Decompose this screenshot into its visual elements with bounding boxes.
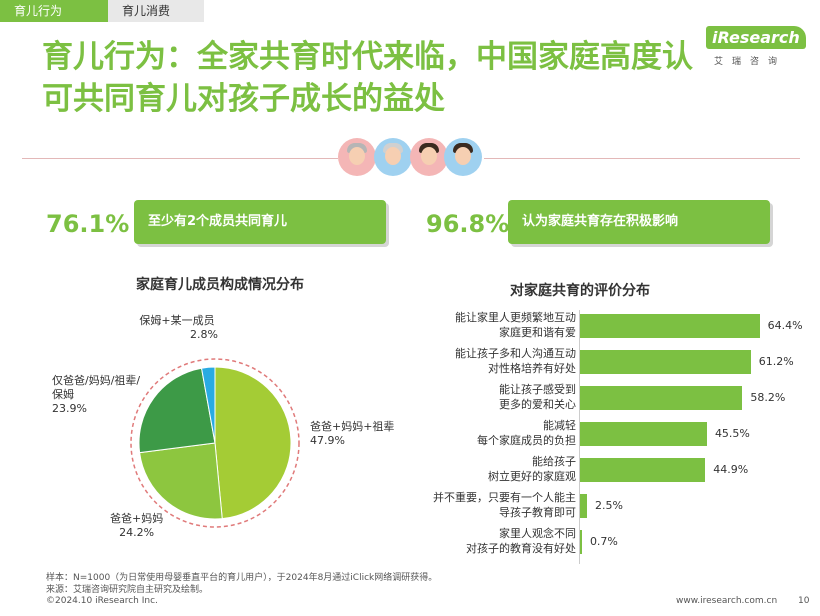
- stat-value-co-parenting: 76.1%: [46, 210, 130, 238]
- bar-value-label: 64.4%: [767, 319, 803, 332]
- footnote-sample: 样本：N=1000（为日常使用母婴垂直平台的育儿用户），于2024年8月通过iC…: [46, 573, 438, 583]
- bar-value-label: 2.5%: [594, 499, 623, 512]
- grandpa-avatar-icon: [374, 138, 412, 176]
- tab-parenting-consumption[interactable]: 育儿消费: [108, 0, 204, 22]
- family-avatars: [338, 138, 482, 178]
- pie-chart: [130, 358, 300, 528]
- bar-chart-title: 对家庭共育的评价分布: [510, 283, 650, 299]
- tab-parenting-behavior[interactable]: 育儿行为: [0, 0, 108, 22]
- bar-row: 能减轻 每个家庭成员的负担 45.5%: [420, 418, 800, 450]
- iresearch-logo: iResearch 艾瑞咨询: [706, 26, 806, 67]
- bar-row: 并不重要，只要有一个人能主 导孩子教育即可 2.5%: [420, 490, 800, 522]
- pie-label-single-caregiver: 仅爸爸/妈妈/祖辈/保姆 23.9%: [52, 374, 141, 415]
- pie-label-parents-grandparents: 爸爸+妈妈+祖辈 47.9%: [310, 420, 395, 447]
- logo-main-text: iResearch: [706, 26, 806, 49]
- bar-category-label: 能让家里人更频繁地互动 家庭更和谐有爱: [455, 311, 576, 339]
- logo-sub-text: 艾瑞咨询: [714, 57, 787, 67]
- pie-slice-parents: [139, 442, 223, 520]
- footnote-source: 来源：艾瑞咨询研究院自主研究及绘制。: [46, 585, 209, 595]
- bar-category-label: 家里人观念不同 对孩子的教育没有好处: [466, 527, 576, 555]
- bar-category-label: 能让孩子感受到 更多的爱和关心: [499, 383, 576, 411]
- bar-category-label: 能减轻 每个家庭成员的负担: [477, 419, 576, 447]
- mom-avatar-icon: [410, 138, 448, 176]
- bar: [580, 386, 743, 410]
- pie-slice-parents-grandparents: [214, 366, 292, 520]
- bar: [580, 350, 751, 374]
- pie-highlight-ring: [130, 358, 300, 528]
- pie-label-nanny: 保姆+某一成员 2.8%: [139, 314, 218, 341]
- bar-row: 能给孩子 树立更好的家庭观 44.9%: [420, 454, 800, 486]
- bar-value-label: 0.7%: [589, 535, 618, 548]
- divider-right: [484, 158, 800, 159]
- bar-chart: 能让家里人更频繁地互动 家庭更和谐有爱 64.4% 能让孩子多和人沟通互动 对性格培养有…: [420, 310, 803, 564]
- bar-value-label: 45.5%: [714, 427, 750, 440]
- bar-row: 家里人观念不同 对孩子的教育没有好处 0.7%: [420, 526, 800, 558]
- copyright: ©2024.10 iResearch Inc.: [46, 596, 158, 606]
- site-url[interactable]: www.iresearch.com.cn: [676, 596, 778, 606]
- pie-slice-single-caregiver: [138, 367, 216, 454]
- bar-value-label: 44.9%: [713, 463, 749, 476]
- tab-bar: 育儿行为 育儿消费: [0, 0, 204, 22]
- pie-chart-title: 家庭育儿成员构成情况分布: [136, 277, 304, 293]
- bar: [580, 458, 706, 482]
- stat-label-co-parenting: 至少有2个成员共同育儿: [134, 200, 386, 244]
- page-number: 10: [798, 596, 810, 606]
- pie-slice-nanny: [200, 366, 216, 444]
- bar: [580, 314, 760, 338]
- bar-axis-line: [579, 310, 580, 564]
- bar-row: 能让孩子多和人沟通互动 对性格培养有好处 61.2%: [420, 346, 800, 378]
- page-title: 育儿行为：全家共育时代来临，中国家庭高度认可共同育儿对孩子成长的益处: [42, 39, 693, 117]
- dad-avatar-icon: [444, 138, 482, 176]
- bar: [580, 494, 587, 518]
- grandma-avatar-icon: [338, 138, 376, 176]
- bar: [580, 422, 707, 446]
- bar-value-label: 61.2%: [758, 355, 794, 368]
- pie-label-parents: 爸爸+妈妈 24.2%: [110, 512, 164, 539]
- bar-category-label: 并不重要，只要有一个人能主 导孩子教育即可: [433, 491, 576, 519]
- bar-row: 能让孩子感受到 更多的爱和关心 58.2%: [420, 382, 800, 414]
- bar-value-label: 58.2%: [750, 391, 786, 404]
- bar-row: 能让家里人更频繁地互动 家庭更和谐有爱 64.4%: [420, 310, 803, 342]
- bar-category-label: 能给孩子 树立更好的家庭观: [488, 455, 576, 483]
- stat-label-positive-impact: 认为家庭共育存在积极影响: [508, 200, 770, 244]
- bar: [580, 530, 582, 554]
- bar-category-label: 能让孩子多和人沟通互动 对性格培养有好处: [455, 347, 576, 375]
- stat-value-positive-impact: 96.8%: [426, 210, 510, 238]
- divider-left: [22, 158, 338, 159]
